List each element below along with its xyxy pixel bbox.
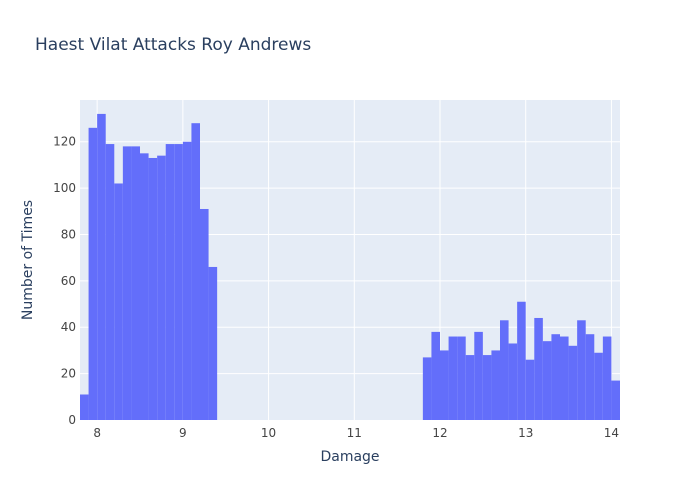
histogram-bar[interactable] — [525, 359, 535, 420]
y-tick-label: 100 — [53, 181, 76, 195]
y-tick-label: 40 — [61, 320, 76, 334]
histogram-bar[interactable] — [577, 320, 586, 420]
y-tick-label: 0 — [68, 413, 76, 427]
histogram-bar[interactable] — [80, 394, 89, 420]
histogram-bar[interactable] — [611, 380, 620, 420]
histogram-bar[interactable] — [105, 144, 115, 420]
x-axis-label: Damage — [320, 449, 379, 465]
bars — [80, 113, 620, 421]
chart-title: Haest Vilat Attacks Roy Andrews — [35, 35, 311, 55]
histogram-bar[interactable] — [431, 331, 440, 420]
histogram-bar[interactable] — [594, 352, 603, 420]
histogram-bar[interactable] — [568, 345, 578, 420]
histogram-bar[interactable] — [140, 153, 149, 421]
histogram-bar[interactable] — [208, 266, 218, 420]
histogram-bar[interactable] — [534, 317, 543, 420]
histogram-bar[interactable] — [148, 157, 158, 420]
histogram-bar[interactable] — [491, 350, 500, 420]
histogram-bar[interactable] — [500, 320, 509, 420]
histogram-bar[interactable] — [165, 144, 175, 420]
histogram-bar[interactable] — [551, 334, 560, 420]
histogram-bar[interactable] — [157, 155, 166, 421]
histogram-bar[interactable] — [97, 113, 106, 421]
histogram-bar[interactable] — [508, 343, 518, 420]
histogram-bar[interactable] — [191, 123, 200, 420]
histogram-bar[interactable] — [422, 357, 432, 420]
histogram-bar[interactable] — [585, 334, 595, 420]
histogram-bar[interactable] — [482, 355, 492, 420]
y-tick-label: 80 — [61, 227, 76, 241]
x-tick-label: 12 — [432, 426, 447, 440]
y-tick-label: 120 — [53, 135, 76, 149]
y-tick-label: 60 — [61, 274, 76, 288]
x-tick-label: 11 — [347, 426, 362, 440]
histogram-bar[interactable] — [122, 146, 132, 420]
histogram-bar[interactable] — [602, 336, 612, 420]
x-tick-label: 10 — [261, 426, 276, 440]
histogram-bar[interactable] — [440, 350, 449, 420]
histogram-bar[interactable] — [457, 336, 466, 420]
x-tick-label: 9 — [179, 426, 187, 440]
histogram-bar[interactable] — [131, 146, 140, 420]
histogram-bar[interactable] — [542, 341, 552, 420]
y-axis-label: Number of Times — [20, 200, 36, 320]
x-tick-label: 13 — [518, 426, 533, 440]
x-tick-label: 14 — [604, 426, 619, 440]
histogram-bar[interactable] — [448, 336, 458, 420]
x-tick-label: 8 — [93, 426, 101, 440]
y-axis-ticks: 0 20 40 60 80 100 120 — [53, 135, 76, 427]
x-axis-ticks: 8 9 10 11 12 13 14 — [93, 426, 619, 440]
histogram-bar[interactable] — [200, 208, 209, 420]
y-tick-label: 20 — [61, 367, 76, 381]
histogram-bar[interactable] — [474, 331, 483, 420]
histogram-bar[interactable] — [465, 355, 475, 420]
histogram-bar[interactable] — [114, 183, 123, 420]
histogram-bar[interactable] — [174, 144, 183, 420]
histogram-bar[interactable] — [560, 336, 569, 420]
histogram-bar[interactable] — [182, 141, 192, 420]
histogram-bar[interactable] — [88, 127, 98, 421]
histogram-bar[interactable] — [517, 301, 526, 420]
